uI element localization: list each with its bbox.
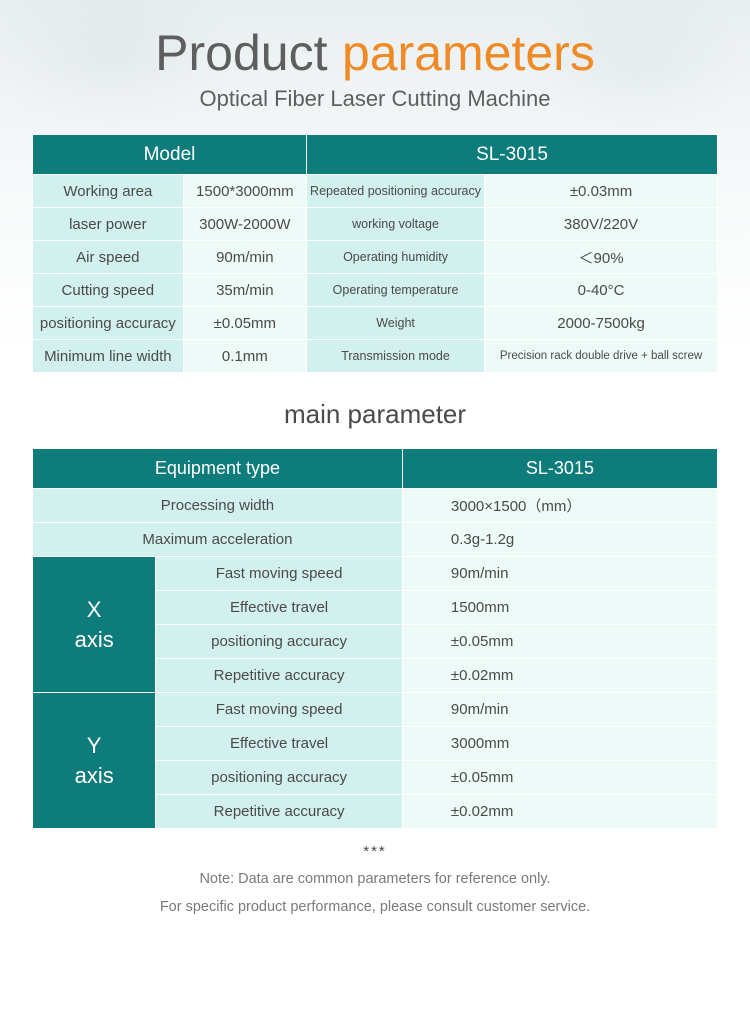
table-cell: 1500mm [402, 591, 717, 625]
axis-y-l2: axis [75, 763, 114, 788]
table-cell: Repetitive accuracy [156, 795, 403, 829]
footnote-line1: Note: Data are common parameters for ref… [32, 866, 718, 894]
table-cell: 3000mm [402, 727, 717, 761]
table-cell: 2000-7500kg [485, 307, 718, 340]
table-cell: 0-40°C [485, 274, 718, 307]
table-cell: positioning accuracy [33, 307, 184, 340]
table-cell: Maximum acceleration [33, 523, 403, 557]
page-title: Product parameters [32, 24, 718, 82]
table-cell: 300W-2000W [183, 208, 306, 241]
section-title-main-parameter: main parameter [32, 399, 718, 430]
table-cell: Operating temperature [306, 274, 484, 307]
table-cell: 0.3g-1.2g [402, 523, 717, 557]
table-cell: ±0.05mm [183, 307, 306, 340]
footnote-stars: *** [32, 843, 718, 860]
table-cell: ±0.02mm [402, 795, 717, 829]
page-subtitle: Optical Fiber Laser Cutting Machine [32, 86, 718, 112]
specs-table-2: Equipment type SL-3015 Processing width … [32, 448, 718, 829]
table-cell: Transmission mode [306, 340, 484, 373]
t1-header-model: Model [33, 135, 307, 175]
footnote-line2: For specific product performance, please… [32, 894, 718, 922]
table-cell: 90m/min [183, 241, 306, 274]
table-cell: Weight [306, 307, 484, 340]
table-cell: Minimum line width [33, 340, 184, 373]
table-cell: Repeated positioning accuracy [306, 175, 484, 208]
table-cell: 90m/min [402, 557, 717, 591]
table-cell: laser power [33, 208, 184, 241]
table-cell: 35m/min [183, 274, 306, 307]
table-cell: 3000×1500（mm） [402, 489, 717, 523]
table-cell: Cutting speed [33, 274, 184, 307]
t2-header-left: Equipment type [33, 449, 403, 489]
table-cell: 1500*3000mm [183, 175, 306, 208]
table-cell: Effective travel [156, 727, 403, 761]
table-cell: Processing width [33, 489, 403, 523]
table-cell: Working area [33, 175, 184, 208]
t2-header-right: SL-3015 [402, 449, 717, 489]
page-content: Product parameters Optical Fiber Laser C… [0, 0, 750, 921]
table-cell: Repetitive accuracy [156, 659, 403, 693]
table-cell: Air speed [33, 241, 184, 274]
table-cell: Precision rack double drive + ball screw [485, 340, 718, 373]
title-part2: parameters [342, 25, 595, 81]
table-cell: positioning accuracy [156, 625, 403, 659]
table-cell: ±0.05mm [402, 625, 717, 659]
axis-x-l2: axis [75, 627, 114, 652]
table-cell: positioning accuracy [156, 761, 403, 795]
table-cell: working voltage [306, 208, 484, 241]
table-cell: ±0.03mm [485, 175, 718, 208]
table-cell: Effective travel [156, 591, 403, 625]
table-cell: 380V/220V [485, 208, 718, 241]
title-part1: Product [155, 25, 327, 81]
t1-header-value: SL-3015 [306, 135, 717, 175]
table-cell: 0.1mm [183, 340, 306, 373]
table-cell: ±0.02mm [402, 659, 717, 693]
axis-label-y: Y axis [33, 693, 156, 829]
table-cell: Operating humidity [306, 241, 484, 274]
table-cell: ±0.05mm [402, 761, 717, 795]
axis-label-x: X axis [33, 557, 156, 693]
table-cell: Fast moving speed [156, 557, 403, 591]
table-cell: 90m/min [402, 693, 717, 727]
footnote: *** Note: Data are common parameters for… [32, 843, 718, 921]
axis-x-l1: X [87, 597, 102, 622]
table-cell: Fast moving speed [156, 693, 403, 727]
axis-y-l1: Y [87, 733, 102, 758]
table-cell: ＜90% [485, 241, 718, 274]
specs-table-1: Model SL-3015 Working area 1500*3000mm R… [32, 134, 718, 373]
